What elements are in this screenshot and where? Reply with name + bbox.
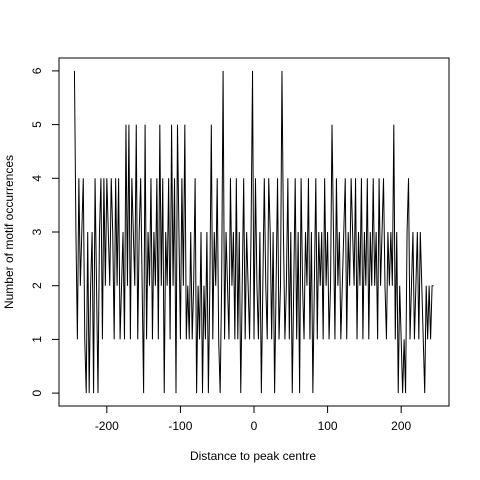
data-line <box>73 70 434 394</box>
y-tick-label: 3 <box>30 228 44 235</box>
y-tick-label: 4 <box>30 175 44 182</box>
y-tick-label: 0 <box>30 389 44 396</box>
x-tick-label: 200 <box>391 419 411 433</box>
y-tick-label: 5 <box>30 121 44 128</box>
x-tick-label: 0 <box>251 419 258 433</box>
y-tick-label: 6 <box>30 67 44 74</box>
x-axis-title: Distance to peak centre <box>190 449 316 463</box>
y-tick-label: 2 <box>30 282 44 289</box>
y-axis-title: Number of motif occurrences <box>2 155 16 309</box>
x-tick-label: -200 <box>95 419 119 433</box>
y-tick-label: 1 <box>30 336 44 343</box>
x-tick-label: 100 <box>318 419 338 433</box>
x-tick-label: -100 <box>168 419 192 433</box>
